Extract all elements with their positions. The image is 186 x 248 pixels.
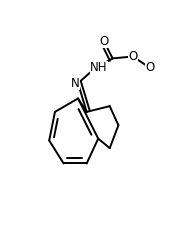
Text: O: O	[99, 35, 109, 48]
Text: O: O	[145, 62, 155, 74]
Text: O: O	[128, 50, 137, 63]
Text: N: N	[71, 77, 80, 90]
Text: NH: NH	[90, 62, 108, 74]
